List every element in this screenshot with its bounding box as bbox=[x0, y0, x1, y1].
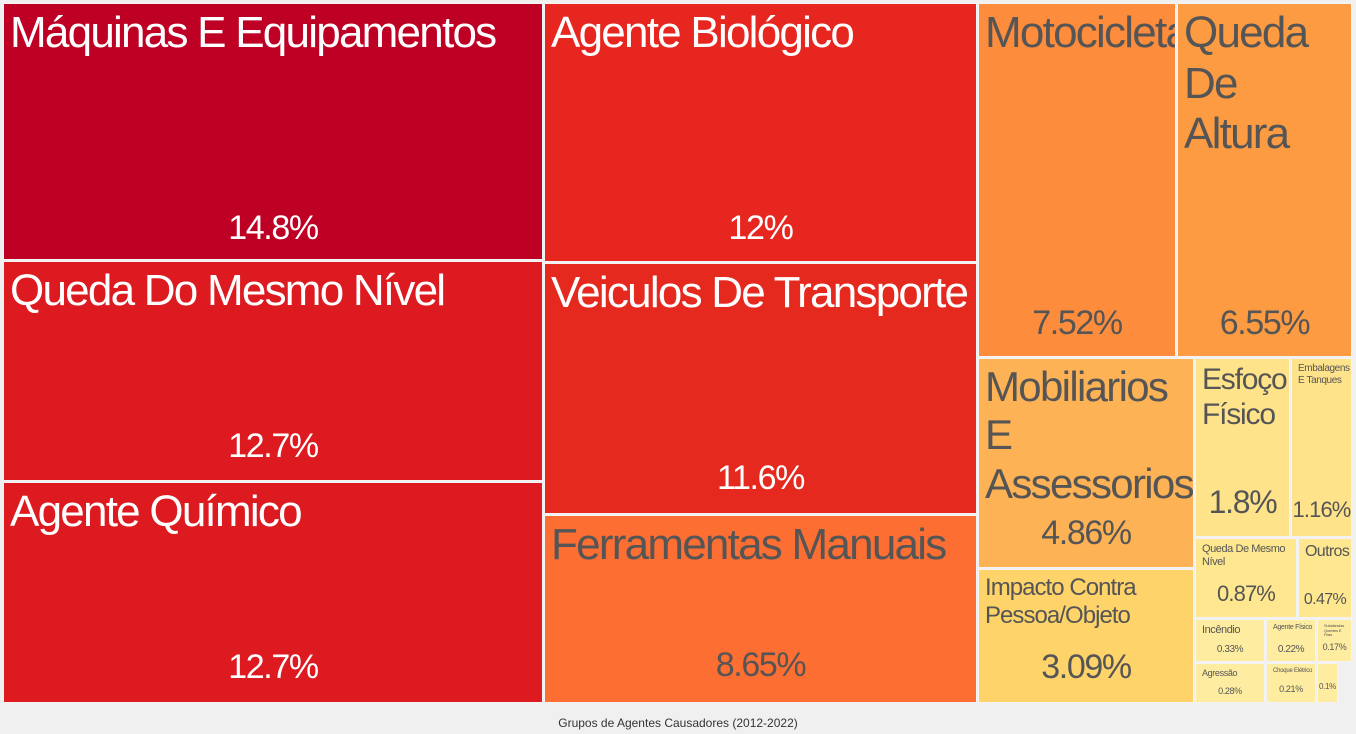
tile: Agente Químico 12.7% bbox=[3, 482, 543, 703]
tile: Choque Elétrico 0.21% bbox=[1266, 663, 1316, 703]
value-label: 0.21% bbox=[1279, 684, 1303, 694]
value-label: 6.55% bbox=[1219, 304, 1311, 342]
tile: 0.1% bbox=[1317, 663, 1338, 703]
tile-label: Agente Físico bbox=[1273, 624, 1313, 631]
tile-label: Mobiliarios E Assessorios bbox=[985, 363, 1193, 507]
value-label: 0.87% bbox=[1217, 581, 1276, 606]
tile-label: Queda De Altura bbox=[1184, 8, 1309, 159]
tile: Queda De Altura 6.55% bbox=[1177, 3, 1352, 357]
tile: Agente Físico 0.22% bbox=[1266, 619, 1316, 662]
tile: Queda Do Mesmo Nível 12.7% bbox=[3, 261, 543, 481]
value-label: 14.8% bbox=[228, 209, 319, 247]
tile-label: Queda Do Mesmo Nível bbox=[10, 266, 446, 315]
tile: Outros 0.47% bbox=[1298, 538, 1352, 618]
value-label: 4.86% bbox=[1041, 514, 1132, 552]
tile-label: Incêndio bbox=[1202, 624, 1241, 636]
tile-label: Embalagens E Tanques bbox=[1298, 363, 1350, 386]
tile-label: Substâncias Quentes E Frias bbox=[1324, 623, 1345, 638]
tile-label: Agente Biológico bbox=[551, 8, 855, 57]
value-label: 1.8% bbox=[1208, 484, 1278, 520]
tile: Agente Biológico 12% bbox=[544, 3, 977, 262]
tile: Impacto Contra Pessoa/Objeto 3.09% bbox=[978, 569, 1194, 703]
value-label: 11.6% bbox=[716, 459, 805, 497]
value-label: 12% bbox=[728, 209, 794, 247]
tile: Embalagens E Tanques 1.16% bbox=[1291, 358, 1352, 537]
tile-label: Máquinas E Equipamentos bbox=[10, 8, 497, 57]
value-label: 12.7% bbox=[228, 427, 319, 465]
tile-label: Agente Químico bbox=[10, 487, 303, 536]
tile: Incêndio 0.33% bbox=[1195, 619, 1265, 662]
tile: Mobiliarios E Assessorios 4.86% bbox=[978, 358, 1194, 568]
tile-label: Ferramentas Manuais bbox=[551, 520, 947, 569]
value-label: 1.16% bbox=[1292, 497, 1352, 522]
tile: Máquinas E Equipamentos 14.8% bbox=[3, 3, 543, 260]
tile-label: Motocicleta bbox=[985, 8, 1176, 57]
tile: Esfoço Físico 1.8% bbox=[1195, 358, 1290, 537]
value-label: 0.28% bbox=[1218, 686, 1242, 696]
value-label: 0.17% bbox=[1322, 642, 1347, 652]
tile: Queda De Mesmo Nível 0.87% bbox=[1195, 538, 1297, 618]
tile-label: Agressão bbox=[1202, 668, 1238, 678]
value-label: 12.7% bbox=[228, 648, 319, 686]
tile-label: Esfoço Físico bbox=[1202, 363, 1288, 431]
value-label: 8.65% bbox=[715, 646, 807, 684]
tile: Substâncias Quentes E Frias 0.17% bbox=[1317, 619, 1352, 662]
tile: Ferramentas Manuais 8.65% bbox=[544, 515, 977, 703]
value-label: 0.1% bbox=[1319, 682, 1336, 691]
value-label: 0.33% bbox=[1216, 644, 1244, 655]
tile: Motocicleta 7.52% bbox=[978, 3, 1176, 357]
value-label: 7.52% bbox=[1032, 304, 1123, 342]
value-label: 0.47% bbox=[1303, 591, 1347, 608]
tile-label: Choque Elétrico bbox=[1273, 668, 1313, 674]
tile-label: Queda De Mesmo Nível bbox=[1202, 543, 1286, 568]
value-label: 0.22% bbox=[1277, 644, 1305, 655]
chart-title: Grupos de Agentes Causadores (2012-2022) bbox=[558, 716, 798, 730]
tile: Agressão 0.28% bbox=[1195, 663, 1265, 703]
tile-label: Impacto Contra Pessoa/Objeto bbox=[985, 574, 1137, 629]
tile-label: Veiculos De Transporte bbox=[551, 268, 969, 317]
tile: Veiculos De Transporte 11.6% bbox=[544, 263, 977, 514]
tile-label: Outros bbox=[1305, 543, 1350, 560]
value-label: 3.09% bbox=[1041, 648, 1132, 686]
